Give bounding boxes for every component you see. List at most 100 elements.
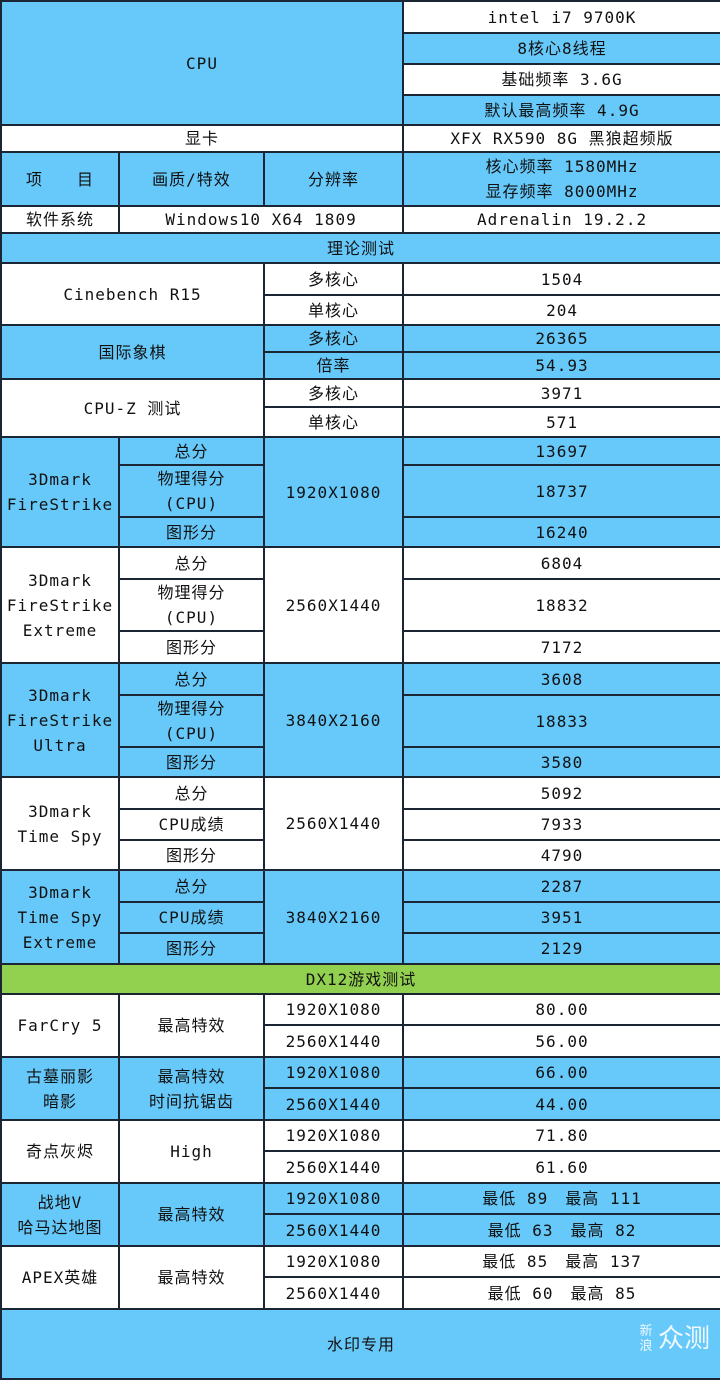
table-row: 古墓丽影 暗影 最高特效 时间抗锯齿 1920X1080 66.00 [0, 1056, 720, 1121]
cell-line: 物理得分 [157, 699, 226, 718]
table-row: CPU成绩 7933 [1, 808, 720, 841]
game-setting: 最高特效 [118, 993, 265, 1058]
metric-value: 5092 [402, 776, 720, 810]
section-title-dx12: DX12游戏测试 [0, 963, 720, 995]
metric-label: 图形分 [118, 516, 265, 548]
table-row: 物理得分 (CPU) 18832 [1, 578, 720, 632]
metric-value: 2287 [402, 869, 720, 903]
cell-line: 图形分 [165, 939, 217, 958]
metric-value: 204 [402, 294, 720, 326]
table-row: 战地V 哈马达地图 最高特效 1920X1080 最低 89 最高 111 [0, 1182, 720, 1247]
game-name: FarCry 5 [0, 993, 120, 1058]
resolution: 2560X1440 [262, 1276, 405, 1310]
software-label: 软件系统 [0, 205, 120, 234]
resolution: 3840X2160 [262, 662, 405, 778]
resolution: 2560X1440 [262, 546, 405, 664]
game-name: APEX英雄 [0, 1245, 120, 1310]
cell-line: 最高特效 [157, 1268, 226, 1287]
table-row: 国际象棋 多核心 26365 [0, 324, 720, 380]
metric-label: 多核心 [262, 324, 405, 353]
test-name: 国际象棋 [0, 324, 265, 380]
resolution: 1920X1080 [262, 1245, 405, 1278]
sina-zhongce-logo: 新浪 众测 [638, 1324, 710, 1354]
col-item: 项 目 [0, 151, 120, 207]
fps-value: 44.00 [402, 1087, 720, 1121]
metric-value: 3971 [402, 378, 720, 408]
metric-label: 总分 [118, 662, 265, 696]
benchmark-name: 3Dmark Time Spy [0, 776, 120, 871]
test-name: CPU-Z 测试 [0, 378, 265, 438]
resolution: 3840X2160 [262, 869, 405, 965]
cell-line: 显存频率 8000MHz [485, 182, 639, 201]
fps-value: 最低 60 最高 85 [402, 1276, 720, 1310]
table-row: 2560X1440 44.00 [1, 1087, 720, 1121]
resolution: 1920X1080 [262, 1056, 405, 1089]
cell-line: 3Dmark [28, 470, 92, 489]
cell-line: 图形分 [165, 522, 217, 542]
table-row: 默认最高频率 4.9G [1, 94, 720, 126]
resolution: 2560X1440 [262, 1024, 405, 1058]
metric-value: 26365 [402, 324, 720, 353]
metric-label: CPU成绩 [118, 901, 265, 934]
metric-label: 单核心 [262, 406, 405, 438]
table-row: Cinebench R15 多核心 1504 [0, 262, 720, 326]
table-row: 图形分 4790 [1, 839, 720, 871]
game-setting: 最高特效 时间抗锯齿 [118, 1056, 265, 1121]
resolution: 1920X1080 [262, 1119, 405, 1152]
cell-line: Time Spy [17, 826, 103, 846]
fps-value: 56.00 [402, 1024, 720, 1058]
test-name: Cinebench R15 [0, 262, 265, 326]
metric-value: 7933 [402, 808, 720, 841]
cell-line: 总分 [174, 669, 209, 689]
metric-value: 3608 [402, 662, 720, 696]
table-row: 水印专用 新浪 众测 [0, 1308, 720, 1380]
resolution: 2560X1440 [262, 1150, 405, 1184]
benchmark-name: 3Dmark FireStrike Extreme [0, 546, 120, 664]
table-row: FarCry 5 最高特效 1920X1080 80.00 [0, 993, 720, 1058]
table-row: CPU intel i7 9700K [0, 0, 720, 126]
os-version: Windows10 X64 1809 [117, 205, 405, 234]
cell-line: 暗影 [42, 1091, 77, 1111]
table-row: 3Dmark Time Spy 总分 2560X1440 5092 [0, 776, 720, 871]
metric-label: 图形分 [118, 630, 265, 664]
table-row: 8核心8线程 [1, 32, 720, 65]
metric-value: 2129 [402, 932, 720, 965]
metric-label: 倍率 [262, 351, 405, 380]
cell-line: 最高特效 [157, 1205, 226, 1224]
game-setting: 最高特效 [118, 1182, 265, 1247]
resolution: 1920X1080 [262, 436, 405, 548]
cpu-spec: 默认最高频率 4.9G [402, 94, 720, 126]
cell-line: High [170, 1142, 213, 1161]
cell-line: 物理得分 [157, 583, 226, 602]
metric-value: 16240 [402, 516, 720, 548]
metric-label: CPU成绩 [118, 808, 265, 841]
logo-small-text: 新浪 [639, 1324, 653, 1354]
cell-line: 总分 [174, 441, 209, 461]
cell-line: 3Dmark [28, 570, 92, 590]
metric-label: 图形分 [118, 932, 265, 965]
cell-line: 总分 [174, 876, 209, 896]
cell-line: 3Dmark [28, 882, 92, 902]
cell-line: 总分 [174, 783, 209, 803]
cell-line: Ultra [33, 735, 87, 755]
watermark-row: 水印专用 新浪 众测 [0, 1308, 720, 1380]
cell-line: 图形分 [165, 752, 217, 772]
table-row: 奇点灰烬 High 1920X1080 71.80 [0, 1119, 720, 1184]
game-setting: 最高特效 [118, 1245, 265, 1310]
table-row: 2560X1440 最低 60 最高 85 [1, 1276, 720, 1310]
cpu-spec: 8核心8线程 [402, 32, 720, 65]
gpu-model: XFX RX590 8G 黑狼超频版 [402, 124, 720, 153]
game-name: 战地V 哈马达地图 [0, 1182, 120, 1247]
table-row: 2560X1440 56.00 [1, 1024, 720, 1058]
gpu-clocks: 核心频率 1580MHz 显存频率 8000MHz [402, 151, 720, 207]
metric-label: 物理得分 (CPU) [118, 694, 265, 748]
metric-value: 6804 [402, 546, 720, 580]
metric-value: 571 [402, 406, 720, 438]
metric-value: 18832 [402, 578, 720, 632]
col-quality: 画质/特效 [118, 151, 265, 207]
cell-line: 哈马达地图 [17, 1217, 103, 1237]
cell-line: FireStrike [6, 495, 114, 514]
game-setting: High [118, 1119, 265, 1184]
benchmark-name: 3Dmark FireStrike Ultra [0, 662, 120, 778]
cell-line: 核心频率 1580MHz [485, 157, 639, 176]
